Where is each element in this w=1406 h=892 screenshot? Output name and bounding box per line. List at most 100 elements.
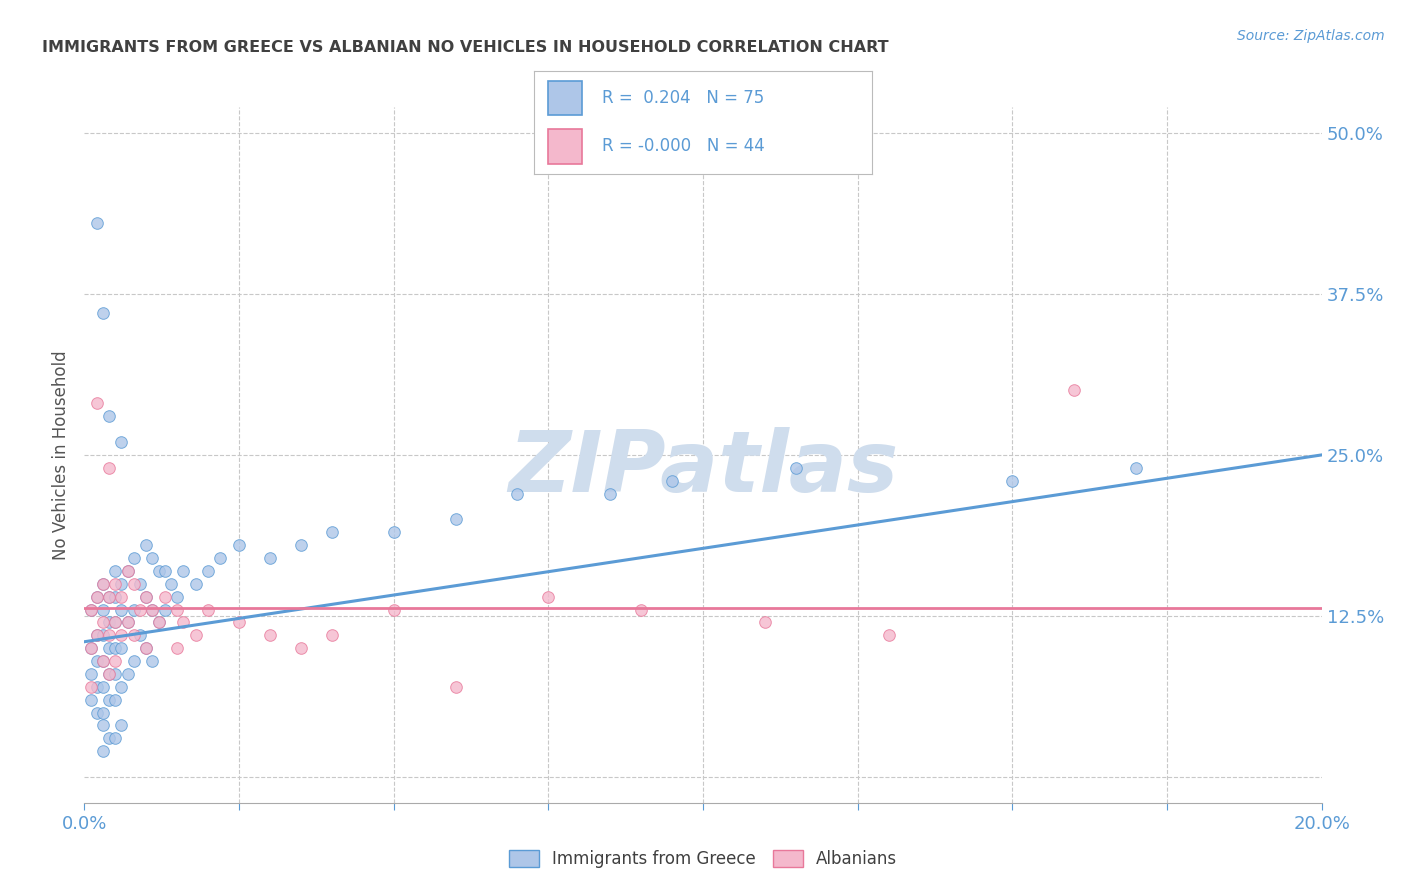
Point: [122, 654, 145, 668]
Point: [877, 628, 900, 642]
Point: [98, 692, 121, 706]
Point: [91, 306, 114, 320]
Point: [86, 628, 108, 642]
Point: [148, 564, 170, 578]
Point: [110, 628, 132, 642]
Point: [153, 564, 176, 578]
Point: [129, 628, 152, 642]
Point: [110, 641, 132, 656]
Point: [110, 590, 132, 604]
Point: [86, 216, 108, 230]
Point: [1001, 474, 1024, 488]
Point: [153, 590, 176, 604]
Point: [91, 602, 114, 616]
Point: [153, 602, 176, 616]
Point: [141, 551, 163, 566]
Point: [104, 576, 127, 591]
Point: [166, 602, 188, 616]
Point: [117, 667, 139, 681]
Point: [79, 641, 101, 656]
Point: [98, 590, 121, 604]
Point: [537, 590, 560, 604]
Point: [290, 641, 312, 656]
Text: Source: ZipAtlas.com: Source: ZipAtlas.com: [1237, 29, 1385, 43]
Point: [321, 525, 343, 540]
Point: [110, 718, 132, 732]
Point: [91, 576, 114, 591]
Point: [321, 628, 343, 642]
Text: ZIPatlas: ZIPatlas: [508, 427, 898, 510]
Point: [1063, 384, 1085, 398]
Point: [86, 396, 108, 410]
Point: [135, 538, 157, 552]
Point: [104, 615, 127, 630]
Legend: Immigrants from Greece, Albanians: Immigrants from Greece, Albanians: [502, 843, 904, 874]
Point: [1125, 460, 1147, 475]
Point: [160, 576, 183, 591]
Point: [785, 460, 807, 475]
Point: [86, 654, 108, 668]
Point: [661, 474, 683, 488]
Point: [172, 564, 194, 578]
Point: [166, 590, 188, 604]
Point: [444, 680, 467, 694]
Point: [98, 590, 121, 604]
Point: [91, 744, 114, 758]
Point: [166, 641, 188, 656]
Point: [104, 615, 127, 630]
Point: [91, 654, 114, 668]
Point: [86, 680, 108, 694]
Text: R =  0.204   N = 75: R = 0.204 N = 75: [602, 89, 763, 107]
Point: [117, 564, 139, 578]
Point: [135, 590, 157, 604]
Point: [98, 460, 121, 475]
Point: [259, 551, 281, 566]
Point: [141, 602, 163, 616]
Point: [184, 628, 207, 642]
Point: [172, 615, 194, 630]
Point: [209, 551, 232, 566]
Point: [98, 667, 121, 681]
Point: [98, 628, 121, 642]
Point: [290, 538, 312, 552]
Point: [110, 602, 132, 616]
Text: IMMIGRANTS FROM GREECE VS ALBANIAN NO VEHICLES IN HOUSEHOLD CORRELATION CHART: IMMIGRANTS FROM GREECE VS ALBANIAN NO VE…: [42, 40, 889, 55]
Point: [98, 615, 121, 630]
Point: [148, 615, 170, 630]
Point: [110, 435, 132, 450]
Point: [86, 628, 108, 642]
Text: R = -0.000   N = 44: R = -0.000 N = 44: [602, 137, 765, 155]
Point: [91, 718, 114, 732]
Point: [135, 641, 157, 656]
Point: [148, 615, 170, 630]
Point: [91, 576, 114, 591]
Point: [104, 590, 127, 604]
Point: [135, 590, 157, 604]
Point: [91, 654, 114, 668]
Bar: [548, 80, 582, 115]
Point: [129, 602, 152, 616]
Point: [104, 641, 127, 656]
Point: [122, 576, 145, 591]
Point: [79, 602, 101, 616]
Point: [104, 654, 127, 668]
Point: [754, 615, 776, 630]
Point: [506, 486, 529, 500]
Point: [110, 576, 132, 591]
Point: [197, 602, 219, 616]
Point: [197, 564, 219, 578]
Point: [259, 628, 281, 642]
Point: [122, 628, 145, 642]
Y-axis label: No Vehicles in Household: No Vehicles in Household: [52, 350, 70, 560]
Point: [104, 667, 127, 681]
Point: [98, 641, 121, 656]
Point: [117, 615, 139, 630]
Point: [79, 641, 101, 656]
Point: [104, 564, 127, 578]
Point: [599, 486, 621, 500]
Point: [79, 667, 101, 681]
Bar: [548, 128, 582, 163]
Point: [91, 706, 114, 720]
Point: [104, 692, 127, 706]
Point: [122, 551, 145, 566]
